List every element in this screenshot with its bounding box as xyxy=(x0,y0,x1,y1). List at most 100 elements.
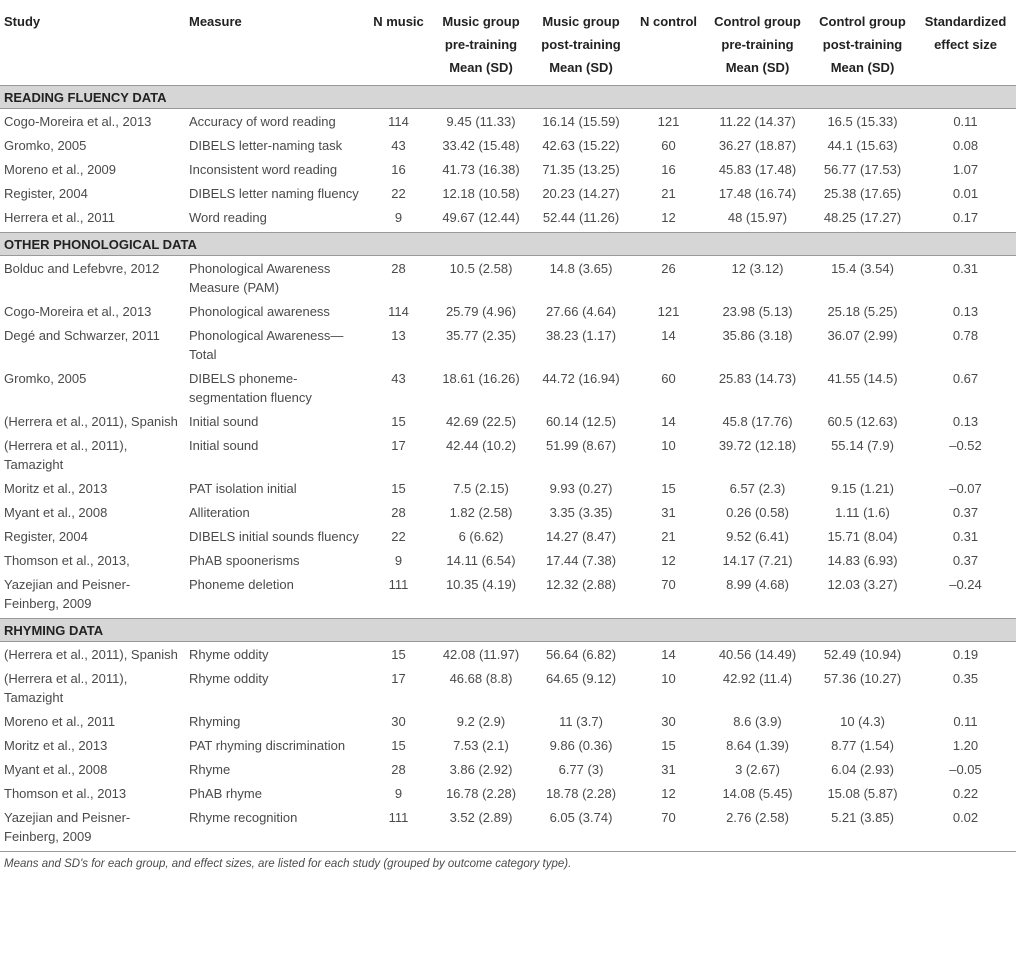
header-row: Study Measure N music Music group pre-train… xyxy=(0,0,1016,86)
table-cell: 57.36 (10.27) xyxy=(823,671,902,686)
table-cell: 10 (4.3) xyxy=(840,714,885,729)
table-cell: 27.66 (4.64) xyxy=(545,304,617,319)
section-title: OTHER PHONOLOGICAL DATA xyxy=(0,232,1016,256)
table-cell: 0.19 xyxy=(952,647,979,662)
table-cell: 9.45 (11.33) xyxy=(446,114,516,129)
table-cell: 14.8 (3.65) xyxy=(549,261,613,276)
table-cell: 51.99 (8.67) xyxy=(545,438,617,453)
data-row: Cogo-Moreira et al., 2013 Accuracy of wor… xyxy=(0,109,1016,134)
table-cell: 30 xyxy=(391,714,406,729)
table-cell: 18.78 (2.28) xyxy=(545,786,617,801)
table-cell: 0.31 xyxy=(952,529,979,544)
data-row: (Herrera et al., 2011), Spanish Rhyme odd… xyxy=(0,642,1016,667)
table-cell: 45.83 (17.48) xyxy=(718,162,797,177)
table-cell: Rhyme oddity xyxy=(189,647,269,662)
section-title: RHYMING DATA xyxy=(0,618,1016,642)
table-cell: 10 xyxy=(661,438,676,453)
section-row: READING FLUENCY DATA xyxy=(0,85,1016,109)
table-cell: 12 xyxy=(661,786,676,801)
table-cell: 16.5 (15.33) xyxy=(827,114,898,129)
table-cell: 12.03 (3.27) xyxy=(827,577,898,592)
data-table: Study Measure N music Music group pre-train… xyxy=(0,0,1016,851)
table-cell: 70 xyxy=(661,577,676,592)
table-cell: 64.65 (9.12) xyxy=(545,671,617,686)
table-cell: 35.86 (3.18) xyxy=(722,328,793,343)
table-cell: Thomson et al., 2013, xyxy=(4,553,130,568)
table-cell: 60 xyxy=(661,138,676,153)
table-cell: (Herrera et al., 2011), Spanish xyxy=(4,414,178,429)
table-cell: 8.99 (4.68) xyxy=(726,577,789,592)
table-cell: 3.35 (3.35) xyxy=(549,505,613,520)
data-row: (Herrera et al., 2011), Spanish Initial s… xyxy=(0,409,1016,433)
table-cell: –0.24 xyxy=(949,577,982,592)
table-cell: 42.44 (10.2) xyxy=(445,438,517,453)
table-cell: 14.08 (5.45) xyxy=(722,786,793,801)
table-cell: 21 xyxy=(661,186,676,201)
table-cell: 0.35 xyxy=(952,671,979,686)
table-cell: 7.5 (2.15) xyxy=(453,481,509,496)
table-cell: 25.38 (17.65) xyxy=(823,186,902,201)
table-cell: 6 (6.62) xyxy=(458,529,504,544)
table-cell: 42.63 (15.22) xyxy=(542,138,620,153)
table-cell: DIBELS phoneme-segmentation fluency xyxy=(189,371,312,405)
table-cell: 71.35 (13.25) xyxy=(542,162,620,177)
table-cell: 0.26 (0.58) xyxy=(726,505,789,520)
table-cell: 12 xyxy=(661,553,676,568)
table-cell: 28 xyxy=(391,505,406,520)
table-cell: 15 xyxy=(391,414,406,429)
table-cell: 15 xyxy=(661,481,676,496)
table-cell: 9.15 (1.21) xyxy=(831,481,894,496)
footnote: Means and SD's for each group, and effec… xyxy=(0,851,1016,870)
table-cell: 30 xyxy=(661,714,676,729)
table-cell: 56.64 (6.82) xyxy=(545,647,617,662)
table-cell: Yazejian and Peisner-Feinberg, 2009 xyxy=(4,810,131,844)
table-cell: DIBELS letter naming fluency xyxy=(189,186,359,201)
data-row: Gromko, 2005 DIBELS letter-naming task 43 3… xyxy=(0,133,1016,157)
table-cell: 12 xyxy=(661,210,676,225)
data-row: Thomson et al., 2013 PhAB rhyme 9 16.78 (2.… xyxy=(0,781,1016,805)
table-cell: 22 xyxy=(391,186,406,201)
table-cell: 28 xyxy=(391,261,406,276)
data-row: Yazejian and Peisner-Feinberg, 2009 Rhyme… xyxy=(0,805,1016,851)
table-cell: 12 (3.12) xyxy=(731,261,784,276)
table-cell: Phoneme deletion xyxy=(189,577,294,592)
table-cell: 25.18 (5.25) xyxy=(827,304,898,319)
table-cell: 11.22 (14.37) xyxy=(719,114,796,129)
table-cell: 56.77 (17.53) xyxy=(823,162,902,177)
table-cell: PAT isolation initial xyxy=(189,481,297,496)
table-cell: 9 xyxy=(394,786,403,801)
table-cell: 15 xyxy=(661,738,676,753)
table-cell: 9.93 (0.27) xyxy=(549,481,613,496)
section-title: READING FLUENCY DATA xyxy=(0,85,1016,109)
table-cell: 121 xyxy=(657,114,680,129)
table-cell: 9.52 (6.41) xyxy=(726,529,789,544)
table-cell: 16 xyxy=(661,162,676,177)
table-cell: 60 xyxy=(661,371,676,386)
table-cell: 3.86 (2.92) xyxy=(449,762,513,777)
table-cell: 38.23 (1.17) xyxy=(545,328,617,343)
table-cell: 35.77 (2.35) xyxy=(445,328,517,343)
table-cell: 0.13 xyxy=(952,304,979,319)
table-cell: 0.31 xyxy=(952,261,979,276)
table-cell: 1.20 xyxy=(952,738,979,753)
table-cell: 15 xyxy=(391,738,406,753)
table-cell: Thomson et al., 2013 xyxy=(4,786,127,801)
table-cell: 42.92 (11.4) xyxy=(722,671,793,686)
table-cell: Bolduc and Lefebvre, 2012 xyxy=(4,261,160,276)
table-cell: 121 xyxy=(657,304,680,319)
table-cell: 114 xyxy=(388,114,409,129)
table-cell: 52.44 (11.26) xyxy=(542,210,620,225)
table-cell: 3.52 (2.89) xyxy=(449,810,513,825)
table-cell: 14.17 (7.21) xyxy=(722,553,793,568)
table-cell: 25.83 (14.73) xyxy=(718,371,797,386)
table-cell: Rhyme xyxy=(189,762,231,777)
table-cell: 14 xyxy=(661,647,676,662)
data-row: Thomson et al., 2013, PhAB spoonerisms 9 14… xyxy=(0,548,1016,572)
table-cell: 3 (2.67) xyxy=(735,762,780,777)
table-cell: 0.01 xyxy=(952,186,979,201)
table-cell: 0.37 xyxy=(952,553,979,568)
table-cell: Rhyming xyxy=(189,714,241,729)
table-cell: Moreno et al., 2009 xyxy=(4,162,117,177)
table-cell: 15.4 (3.54) xyxy=(831,261,894,276)
